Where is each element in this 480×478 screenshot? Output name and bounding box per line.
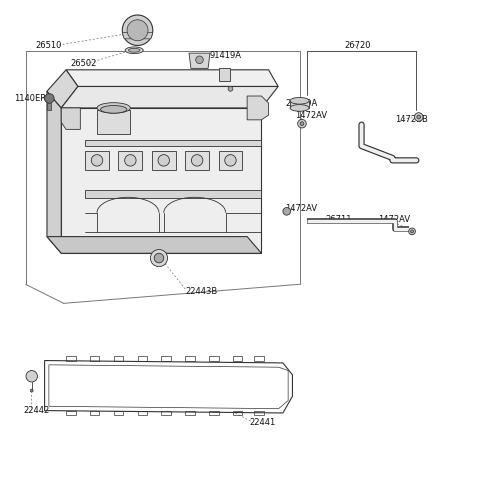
Circle shape bbox=[225, 155, 236, 166]
Polygon shape bbox=[97, 110, 131, 134]
Circle shape bbox=[192, 155, 203, 166]
Text: 22442: 22442 bbox=[23, 406, 49, 415]
Circle shape bbox=[30, 389, 33, 392]
Polygon shape bbox=[47, 70, 78, 108]
Polygon shape bbox=[247, 96, 269, 120]
Polygon shape bbox=[152, 151, 176, 170]
Polygon shape bbox=[48, 103, 51, 110]
Circle shape bbox=[127, 20, 148, 41]
Circle shape bbox=[410, 230, 413, 233]
Polygon shape bbox=[218, 151, 242, 170]
Polygon shape bbox=[61, 108, 80, 130]
Polygon shape bbox=[47, 91, 61, 253]
Circle shape bbox=[298, 120, 306, 128]
Polygon shape bbox=[85, 151, 109, 170]
Polygon shape bbox=[122, 33, 153, 39]
Polygon shape bbox=[85, 140, 262, 146]
Circle shape bbox=[300, 122, 304, 126]
Circle shape bbox=[122, 15, 153, 45]
Text: 91419A: 91419A bbox=[209, 51, 241, 60]
Text: 1472AV: 1472AV bbox=[295, 110, 327, 120]
Polygon shape bbox=[185, 151, 209, 170]
Text: 1472AV: 1472AV bbox=[378, 216, 410, 225]
Circle shape bbox=[91, 155, 103, 166]
Polygon shape bbox=[85, 190, 262, 197]
Text: 26719A: 26719A bbox=[285, 98, 318, 108]
Polygon shape bbox=[219, 68, 230, 81]
Text: 22410A: 22410A bbox=[95, 96, 127, 105]
Ellipse shape bbox=[290, 105, 309, 111]
Circle shape bbox=[125, 155, 136, 166]
Circle shape bbox=[409, 228, 415, 235]
Polygon shape bbox=[47, 237, 262, 253]
Polygon shape bbox=[189, 53, 210, 68]
Ellipse shape bbox=[290, 98, 309, 104]
Circle shape bbox=[283, 207, 290, 215]
Text: 1472BB: 1472BB bbox=[395, 115, 428, 124]
Polygon shape bbox=[66, 70, 278, 87]
Circle shape bbox=[196, 56, 204, 64]
Text: 1140ER: 1140ER bbox=[13, 94, 46, 103]
Circle shape bbox=[26, 370, 37, 382]
Text: 22441: 22441 bbox=[250, 418, 276, 427]
Text: 26740: 26740 bbox=[238, 70, 264, 79]
Ellipse shape bbox=[129, 48, 140, 52]
Circle shape bbox=[150, 250, 168, 267]
Polygon shape bbox=[290, 101, 309, 108]
Circle shape bbox=[414, 113, 423, 121]
Text: 22443B: 22443B bbox=[185, 287, 217, 296]
Circle shape bbox=[158, 155, 169, 166]
Polygon shape bbox=[119, 151, 142, 170]
Ellipse shape bbox=[125, 47, 143, 54]
Polygon shape bbox=[61, 87, 278, 108]
Ellipse shape bbox=[101, 106, 127, 113]
Text: 26720: 26720 bbox=[345, 42, 372, 51]
Text: 26510: 26510 bbox=[35, 42, 61, 51]
Text: 26711: 26711 bbox=[326, 216, 352, 225]
Text: 26502: 26502 bbox=[71, 59, 97, 68]
Polygon shape bbox=[61, 108, 262, 253]
Circle shape bbox=[417, 115, 420, 119]
Text: 1472AV: 1472AV bbox=[285, 204, 317, 213]
Circle shape bbox=[154, 253, 164, 263]
Circle shape bbox=[228, 87, 233, 91]
Circle shape bbox=[45, 94, 54, 103]
Ellipse shape bbox=[97, 103, 131, 113]
